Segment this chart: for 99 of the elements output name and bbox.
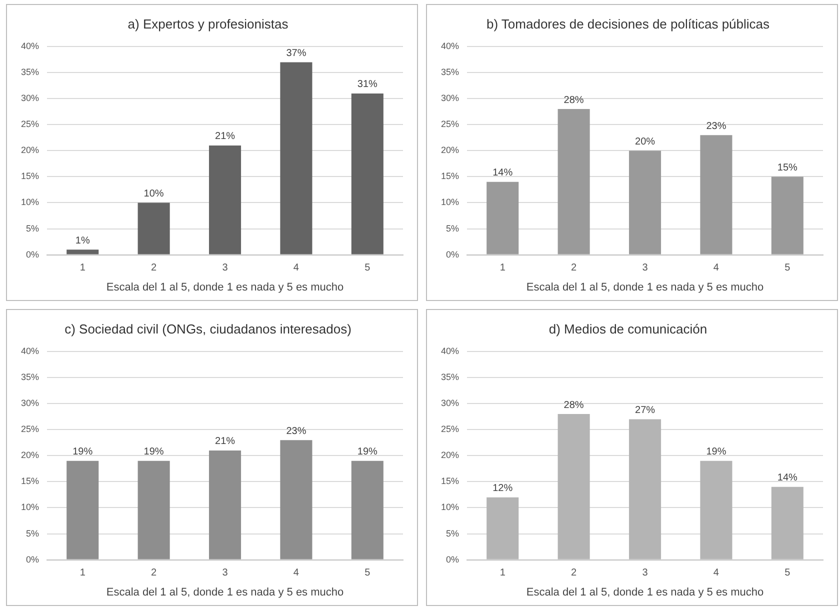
data-label: 21% — [215, 436, 236, 448]
chart-title: a) Expertos y profesionistas — [128, 16, 289, 32]
chart-title: d) Medios de comunicación — [548, 321, 708, 336]
bar — [628, 150, 662, 254]
y-tick-label: 35% — [21, 67, 40, 78]
bar — [208, 145, 242, 254]
y-tick-label: 5% — [446, 528, 460, 538]
y-tick-label: 15% — [441, 171, 460, 182]
y-tick-label: 25% — [441, 424, 460, 434]
data-label: 28% — [564, 400, 584, 411]
x-tick-label: 3 — [222, 568, 228, 579]
data-label: 12% — [492, 483, 513, 494]
y-tick-label: 10% — [21, 502, 40, 512]
x-tick-label: 4 — [713, 568, 720, 579]
x-tick-label: 1 — [500, 262, 506, 274]
y-tick-label: 0% — [446, 554, 460, 564]
data-label: 14% — [492, 168, 513, 179]
y-tick-label: 5% — [446, 223, 460, 234]
y-tick-label: 5% — [26, 528, 40, 538]
y-tick-label: 20% — [441, 145, 460, 156]
x-tick-label: 1 — [500, 568, 506, 579]
data-label: 19% — [706, 446, 726, 458]
data-label: 23% — [286, 426, 306, 437]
y-tick-label: 10% — [21, 197, 40, 208]
x-tick-label: 5 — [364, 262, 371, 274]
chart-title: c) Sociedad civil (ONGs, ciudadanos interesados) — [64, 321, 352, 336]
y-tick-label: 10% — [441, 502, 460, 512]
x-tick-label: 4 — [293, 568, 300, 579]
x-axis-title: Escala del 1 al 5, donde 1 es nada y 5 es mucho — [526, 586, 764, 598]
x-axis-title: Escala del 1 al 5, donde 1 es nada y 5 es mucho — [526, 281, 764, 294]
y-tick-label: 10% — [441, 197, 460, 208]
bar — [138, 460, 170, 560]
y-tick-label: 35% — [441, 67, 460, 78]
bar — [351, 93, 384, 254]
y-tick-label: 40% — [21, 41, 40, 52]
x-tick-label: 1 — [80, 262, 86, 274]
bar — [351, 460, 384, 560]
x-tick-label: 5 — [364, 568, 371, 579]
x-tick-label: 3 — [222, 262, 228, 274]
bar — [66, 250, 99, 254]
x-tick-label: 2 — [151, 568, 158, 579]
x-tick-label: 3 — [642, 262, 648, 274]
data-label: 14% — [777, 472, 798, 484]
bar — [66, 460, 99, 560]
x-tick-label: 4 — [293, 262, 300, 274]
y-tick-label: 0% — [26, 554, 40, 564]
data-label: 19% — [72, 446, 93, 458]
y-tick-label: 40% — [441, 41, 460, 52]
data-label: 37% — [286, 48, 306, 59]
x-tick-label: 3 — [642, 568, 648, 579]
data-label: 19% — [144, 446, 164, 458]
y-tick-label: 20% — [21, 450, 40, 460]
data-label: 20% — [635, 136, 656, 148]
x-tick-label: 2 — [571, 262, 578, 274]
chart-title: b) Tomadores de decisiones de políticas públicas — [486, 16, 770, 32]
y-tick-label: 15% — [21, 171, 40, 182]
x-tick-label: 5 — [784, 568, 791, 579]
data-label: 23% — [706, 120, 726, 132]
bar — [486, 182, 519, 254]
bar — [280, 62, 312, 254]
y-tick-label: 15% — [21, 476, 40, 486]
y-tick-label: 20% — [441, 450, 460, 460]
y-tick-label: 30% — [441, 398, 460, 408]
bar — [700, 135, 732, 254]
y-tick-label: 0% — [446, 249, 460, 260]
data-label: 28% — [564, 94, 584, 106]
data-label: 27% — [635, 405, 656, 416]
y-tick-label: 35% — [441, 372, 460, 382]
bar — [138, 202, 170, 254]
bar — [558, 109, 590, 254]
x-tick-label: 5 — [784, 262, 791, 274]
y-tick-label: 25% — [441, 119, 460, 130]
x-tick-label: 1 — [80, 568, 86, 579]
x-axis-title: Escala del 1 al 5, donde 1 es nada y 5 es mucho — [106, 586, 344, 598]
x-axis-title: Escala del 1 al 5, donde 1 es nada y 5 es mucho — [106, 281, 344, 294]
y-tick-label: 25% — [21, 119, 40, 130]
y-tick-label: 20% — [21, 145, 40, 156]
x-tick-label: 2 — [571, 568, 578, 579]
x-tick-label: 2 — [151, 262, 158, 274]
bar — [280, 440, 312, 560]
bar — [208, 450, 242, 560]
data-label: 15% — [777, 162, 798, 174]
bar — [771, 176, 804, 254]
y-tick-label: 0% — [26, 249, 40, 260]
data-label: 19% — [357, 446, 378, 458]
y-tick-label: 15% — [441, 476, 460, 486]
y-tick-label: 35% — [21, 372, 40, 382]
data-label: 31% — [357, 79, 378, 90]
y-tick-label: 30% — [21, 93, 40, 104]
data-label: 10% — [144, 188, 164, 200]
data-label: 21% — [215, 131, 236, 142]
y-tick-label: 30% — [21, 398, 40, 408]
y-tick-label: 40% — [441, 346, 460, 356]
data-label: 1% — [75, 235, 90, 246]
y-tick-label: 30% — [441, 93, 460, 104]
x-tick-label: 4 — [713, 262, 720, 274]
y-tick-label: 5% — [26, 223, 40, 234]
y-tick-label: 25% — [21, 424, 40, 434]
y-tick-label: 40% — [21, 346, 40, 356]
